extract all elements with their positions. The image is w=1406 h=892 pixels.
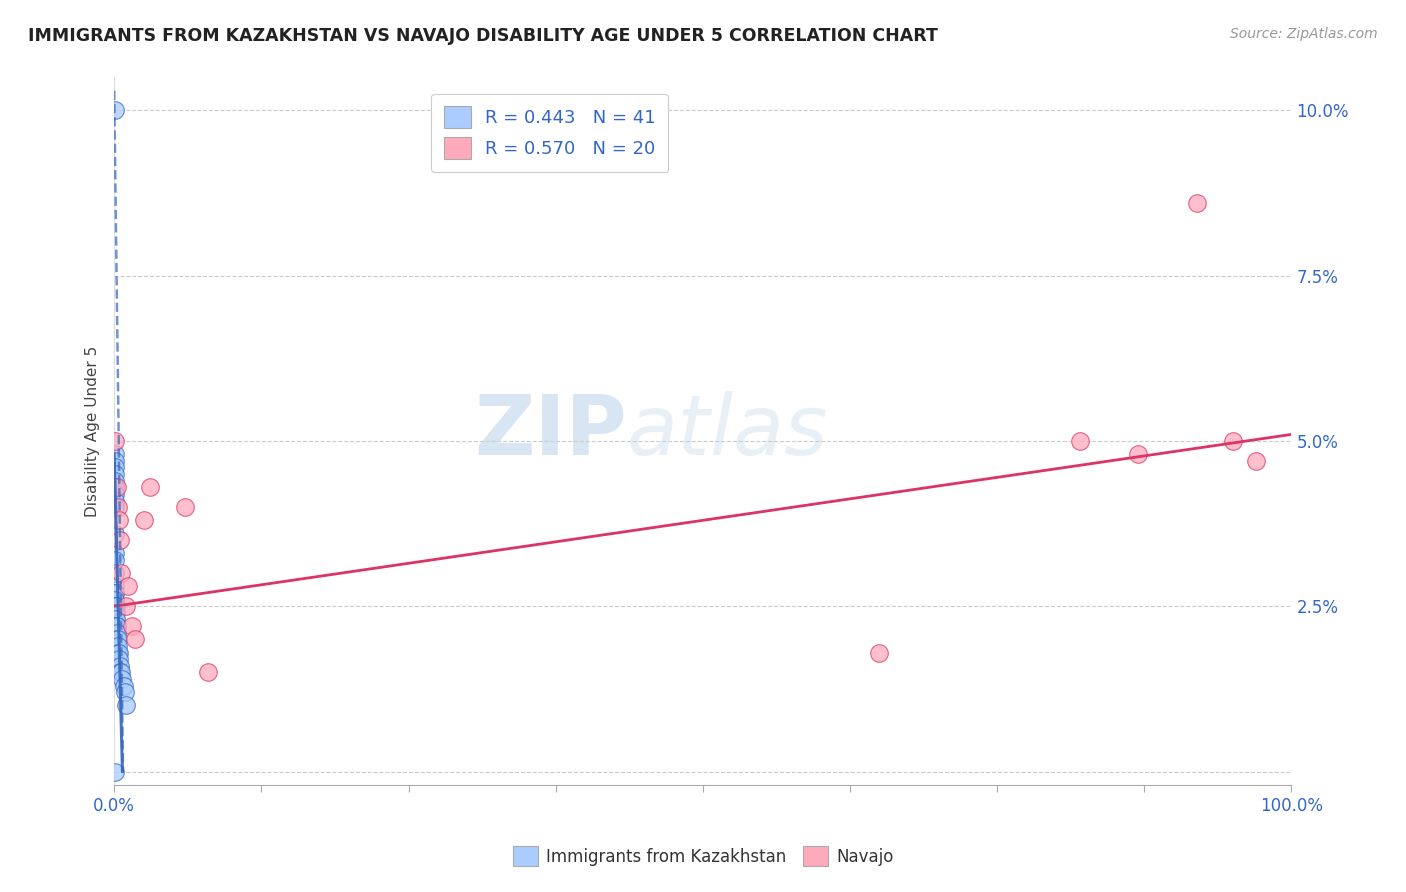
Legend: Immigrants from Kazakhstan, Navajo: Immigrants from Kazakhstan, Navajo <box>505 838 901 875</box>
Point <box>104 764 127 779</box>
Point <box>105 632 128 647</box>
Point <box>104 460 127 475</box>
Point <box>121 619 143 633</box>
Point <box>104 599 127 614</box>
Point <box>104 599 127 614</box>
Point <box>104 500 127 515</box>
Point <box>108 513 131 527</box>
Point <box>104 599 127 614</box>
Text: IMMIGRANTS FROM KAZAKHSTAN VS NAVAJO DISABILITY AGE UNDER 5 CORRELATION CHART: IMMIGRANTS FROM KAZAKHSTAN VS NAVAJO DIS… <box>28 27 938 45</box>
Point <box>104 526 127 541</box>
Point <box>104 606 127 620</box>
Point <box>115 599 138 614</box>
Point <box>105 619 128 633</box>
Point <box>104 586 127 600</box>
Point <box>138 480 160 494</box>
Point <box>868 646 890 660</box>
Point <box>197 665 219 680</box>
Point <box>1187 196 1209 211</box>
Point <box>104 553 127 567</box>
Point <box>108 533 131 548</box>
Legend: R = 0.443   N = 41, R = 0.570   N = 20: R = 0.443 N = 41, R = 0.570 N = 20 <box>432 94 668 172</box>
Point <box>104 586 127 600</box>
Point <box>117 579 139 593</box>
Point <box>104 487 127 501</box>
Point <box>105 480 128 494</box>
Point <box>115 698 138 713</box>
Point <box>107 632 129 647</box>
Point <box>104 474 127 488</box>
Point <box>104 566 127 581</box>
Point <box>1222 434 1244 448</box>
Point <box>105 619 128 633</box>
Point <box>107 646 129 660</box>
Point <box>104 493 127 508</box>
Text: ZIP: ZIP <box>474 391 626 472</box>
Point <box>110 665 132 680</box>
Point <box>108 646 131 660</box>
Text: atlas: atlas <box>626 391 828 472</box>
Point <box>108 658 131 673</box>
Point <box>104 546 127 560</box>
Point <box>108 665 131 680</box>
Point <box>1128 447 1150 461</box>
Point <box>112 679 135 693</box>
Point <box>114 685 136 699</box>
Point <box>132 513 155 527</box>
Point <box>105 625 128 640</box>
Point <box>110 566 132 581</box>
Point <box>104 480 127 494</box>
Point <box>104 447 127 461</box>
Y-axis label: Disability Age Under 5: Disability Age Under 5 <box>86 345 100 516</box>
Point <box>104 434 127 448</box>
Point <box>124 632 146 647</box>
Text: Source: ZipAtlas.com: Source: ZipAtlas.com <box>1230 27 1378 41</box>
Point <box>104 579 127 593</box>
Point <box>104 454 127 468</box>
Point <box>104 613 127 627</box>
Point <box>173 500 195 515</box>
Point <box>108 652 131 666</box>
Point <box>1069 434 1091 448</box>
Point <box>1244 454 1267 468</box>
Point <box>107 639 129 653</box>
Point <box>104 592 127 607</box>
Point <box>104 103 127 118</box>
Point <box>104 467 127 481</box>
Point <box>104 619 127 633</box>
Point <box>107 500 129 515</box>
Point <box>111 672 134 686</box>
